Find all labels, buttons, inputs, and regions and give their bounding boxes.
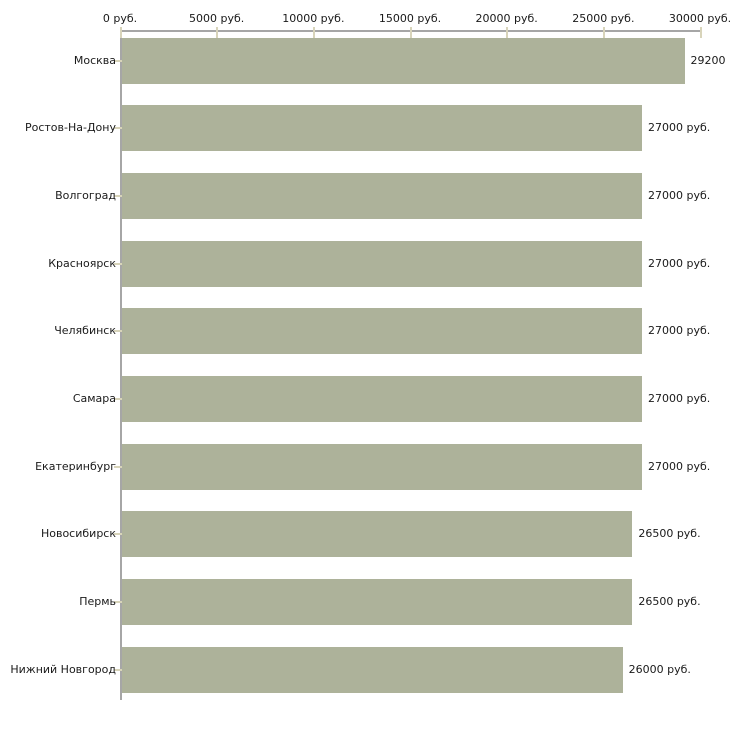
bar [122, 376, 642, 422]
x-tick [506, 27, 509, 38]
bar [122, 240, 642, 287]
category-label: Челябинск [54, 324, 116, 338]
category-label: Нижний Новгород [10, 662, 116, 676]
y-tick [114, 330, 122, 333]
value-label: 26500 руб. [638, 527, 701, 541]
y-tick [114, 194, 122, 197]
x-tick-label: 10000 руб. [282, 12, 345, 25]
bar [122, 308, 642, 355]
value-label: 26500 руб. [638, 595, 701, 609]
x-tick [699, 27, 702, 38]
x-tick [119, 27, 122, 38]
x-tick [602, 27, 605, 38]
value-label: 29200 руб. [690, 53, 730, 67]
y-tick [114, 398, 122, 400]
category-label: Самара [72, 392, 116, 405]
x-tick-label: 20000 руб. [475, 12, 538, 25]
x-tick-label: 15000 руб. [378, 12, 442, 25]
x-tick [216, 27, 219, 38]
x-tick-label: 30000 руб. [668, 12, 730, 25]
y-axis-line [120, 30, 122, 700]
y-tick [114, 533, 122, 536]
category-label: Красноярск [48, 256, 116, 270]
bar [122, 511, 633, 558]
bar [122, 443, 642, 490]
bar [122, 37, 685, 84]
value-label: 27000 руб. [648, 392, 711, 405]
value-label: 26000 руб. [628, 662, 691, 676]
bar [122, 172, 642, 219]
value-label: 27000 руб. [648, 459, 711, 473]
x-tick-label: 25000 руб. [572, 12, 635, 25]
value-label: 27000 руб. [648, 121, 711, 135]
x-tick [312, 27, 315, 38]
y-tick [114, 465, 122, 468]
y-tick [114, 668, 122, 671]
category-label: Волгоград [55, 188, 116, 202]
y-tick [114, 59, 122, 62]
x-tick-label: 5000 руб. [189, 12, 245, 25]
category-label: Москва [73, 53, 116, 67]
value-label: 27000 руб. [648, 256, 711, 270]
category-label: Новосибирск [40, 527, 116, 541]
x-tick-label: 0 руб. [102, 12, 138, 25]
category-label: Ростов-На-Дону [24, 121, 116, 135]
value-label: 27000 руб. [648, 324, 711, 338]
bar [122, 579, 633, 626]
y-tick [114, 262, 122, 265]
bar [122, 105, 642, 152]
bar [122, 646, 623, 693]
y-tick [114, 601, 122, 604]
y-tick [114, 127, 122, 130]
category-label: Пермь [79, 595, 116, 609]
category-label: Екатеринбург [35, 459, 116, 473]
x-tick [409, 27, 412, 38]
value-label: 27000 руб. [648, 188, 711, 202]
